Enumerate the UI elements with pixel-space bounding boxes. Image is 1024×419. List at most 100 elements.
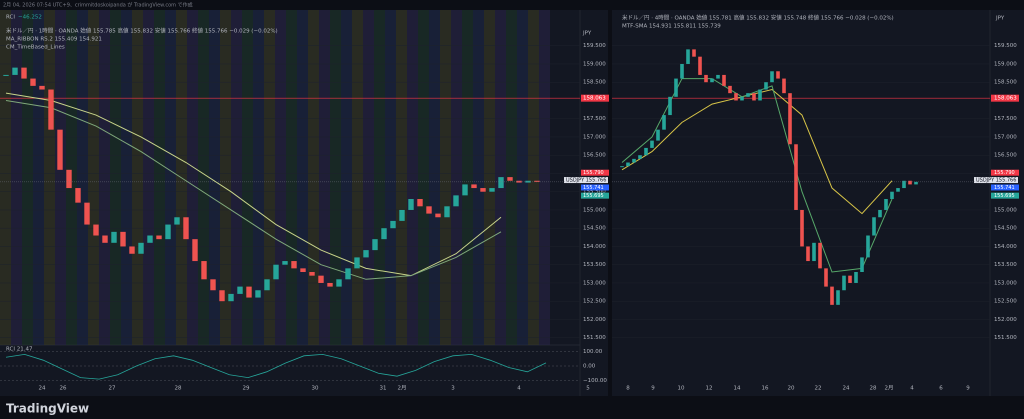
x-tick-label: 24 [843,386,850,392]
time-stripe [55,10,66,345]
candle [507,177,513,181]
candle [746,93,750,97]
time-stripe [264,10,275,345]
candle [782,78,786,94]
candle [30,78,36,86]
candle [39,85,45,90]
time-stripe [462,10,473,345]
candle [273,264,279,280]
candle [866,235,870,258]
moving-average [5,99,502,280]
x-tick-label: 28 [870,386,877,392]
candle [3,74,9,76]
price-tag [991,192,1019,199]
candle [309,272,315,276]
x-tick-label: 29 [243,386,250,392]
time-stripe [33,10,44,345]
x-tick-label: 24 [39,386,46,392]
candle [498,177,504,189]
legend-line: 米ドル／円 · 1時間 · OANDA 始値 155.785 高値 155.83… [6,27,278,35]
candle [806,246,810,262]
y-tick-label: 156.500 [583,153,606,159]
moving-average [5,92,502,277]
y-tick-label: 154.000 [583,244,606,250]
candle [12,67,18,75]
time-stripe [396,10,407,345]
candle [210,279,216,291]
time-stripe [121,10,132,345]
candle [327,282,333,287]
candle [632,158,636,163]
candle [219,290,225,302]
x-tick-label: 8 [626,386,630,392]
y-tick-label: 151.500 [583,335,606,341]
time-stripe [407,10,418,345]
time-stripe [22,10,33,345]
candle [354,257,360,269]
candle [228,293,234,302]
candle [345,268,351,280]
candle [896,188,900,192]
time-stripe [209,10,220,345]
time-stripe [418,10,429,345]
price-tag [581,184,609,191]
y-tick-label: 158.500 [583,80,606,86]
time-stripe [528,10,539,345]
candle [462,184,468,196]
y-tick-label: 153.500 [994,262,1017,268]
price-tag [991,169,1019,176]
time-stripe [253,10,264,345]
candle [890,191,894,200]
candle [66,169,72,189]
candle [453,195,459,207]
y-tick-label: 153.000 [583,280,606,286]
price-tag [581,169,609,176]
candle [830,286,834,305]
candle [534,180,540,182]
time-stripe [0,10,11,345]
time-stripe [242,10,253,345]
price-tag-label: 155.695 [583,193,604,199]
y-tick-label: 152.000 [994,317,1017,323]
level-tag [581,94,609,102]
x-tick-label: 9 [651,386,655,392]
y-tick-label: 153.500 [583,262,606,268]
level-tag [991,94,1019,102]
y-tick-label: 157.000 [583,134,606,140]
candle [102,235,108,243]
time-stripe [308,10,319,345]
time-stripe [44,10,55,345]
rci-label: RCI 21.47 [6,347,33,353]
candle [728,85,732,94]
y-tick-label: 156.500 [994,153,1017,159]
x-tick-label: 28 [175,386,182,392]
candle [300,268,306,273]
time-stripe [363,10,374,345]
chart-layer: 159.500 159.000 158.500 157.500 157.000 156.5… [0,10,1019,392]
x-tick-label: 22 [815,386,822,392]
time-stripe [451,10,462,345]
x-tick-label: 4 [517,386,521,392]
candle [336,279,342,287]
candle [812,242,816,262]
candle [57,129,63,170]
x-tick-label: 20 [788,386,795,392]
time-stripe [77,10,88,345]
time-stripe [539,10,550,345]
candle [776,71,780,79]
candle [84,202,90,225]
price-tag-label: 155.741 [994,185,1015,191]
candle [770,71,774,83]
candle [75,188,81,203]
candle [237,286,243,294]
time-stripe [110,10,121,345]
y-tick-label: 154.500 [583,226,606,232]
time-stripe [198,10,209,345]
candle [740,96,744,101]
time-stripe [341,10,352,345]
candle [417,199,423,207]
price-tag-label: 155.790 [583,170,604,176]
candle [908,180,912,185]
level-label: 158.063 [583,96,606,102]
